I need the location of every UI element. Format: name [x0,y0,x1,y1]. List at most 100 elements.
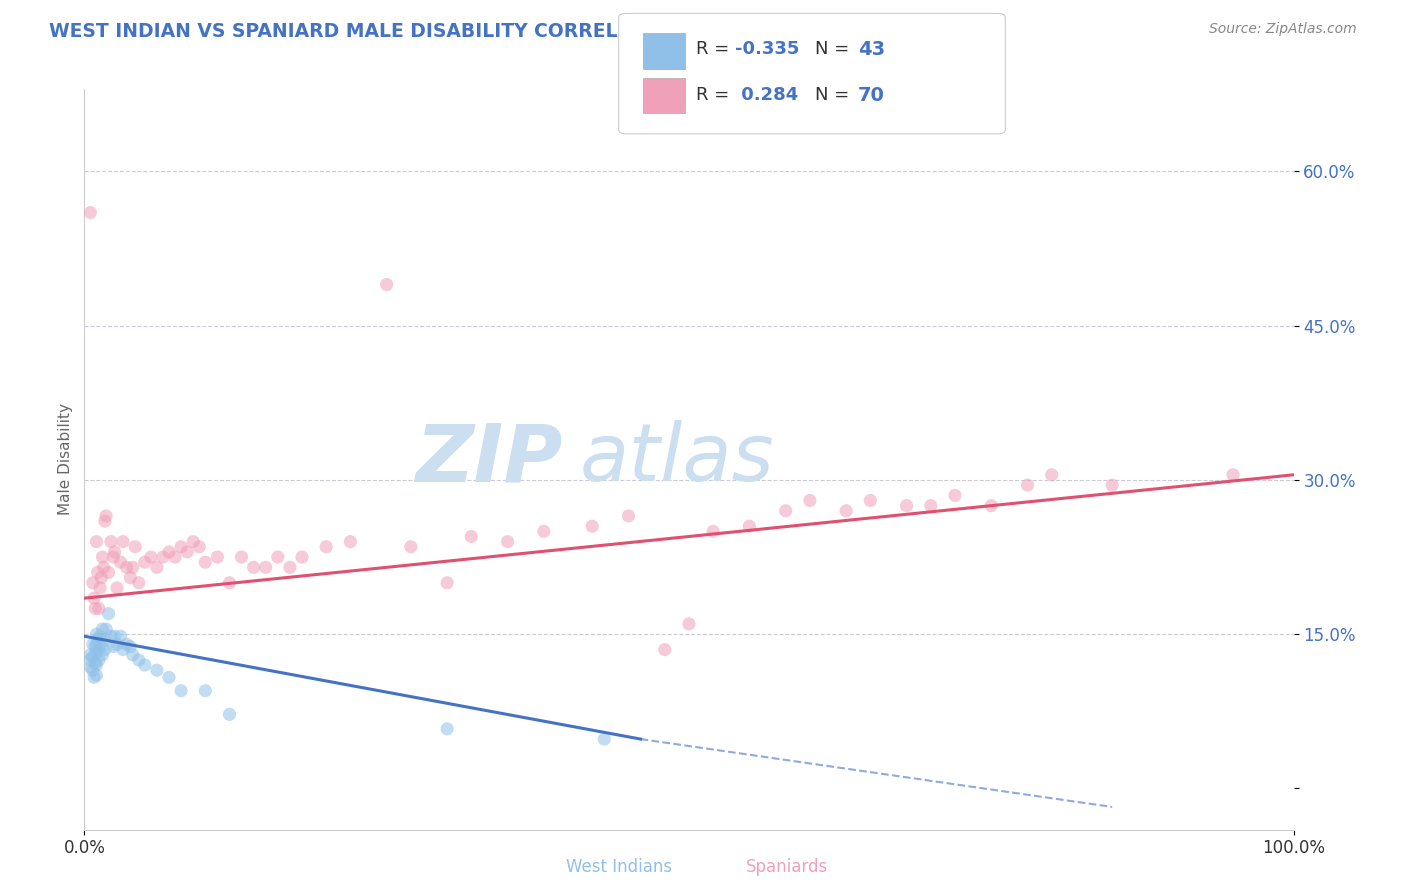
Point [188,540,211,554]
Point [105,581,128,595]
Point [86,632,108,647]
Point [112,534,135,549]
Point [120,571,142,585]
Point [896,499,918,513]
Point [84,601,107,615]
Point [278,560,301,574]
Point [943,488,966,502]
Point [91,622,114,636]
Point [79,205,101,219]
Point [254,560,277,574]
Point [104,545,127,559]
Point [157,545,180,559]
Text: atlas: atlas [581,420,775,499]
Point [678,616,700,631]
Point [157,670,180,684]
Point [94,642,117,657]
Point [980,499,1002,513]
Point [134,555,156,569]
Point [79,660,101,674]
Point [375,277,398,292]
Point [94,622,117,636]
Point [86,668,108,682]
Point [654,642,676,657]
Text: N =: N = [815,40,855,58]
Point [87,642,110,657]
Point [100,629,122,643]
Point [94,508,117,523]
Point [110,555,132,569]
Text: 70: 70 [858,86,884,105]
Text: R =: R = [696,40,735,58]
Point [86,534,108,549]
Point [170,683,193,698]
Text: West Indians: West Indians [565,858,672,876]
Point [799,493,821,508]
Point [124,540,146,554]
Point [82,637,104,651]
Point [1101,478,1123,492]
Point [104,629,127,643]
Point [207,550,229,565]
Point [86,627,108,641]
Point [86,566,108,580]
Point [121,560,143,574]
Point [738,519,761,533]
Point [315,540,337,554]
Point [920,499,942,513]
Point [460,529,482,543]
Point [115,637,138,651]
Point [87,653,110,667]
Point [93,560,115,574]
Point [84,656,107,670]
Point [93,632,115,647]
Point [112,642,135,657]
Point [83,670,105,684]
Point [194,555,217,569]
Point [146,560,169,574]
Point [218,707,240,722]
Point [97,607,120,621]
Point [83,591,105,606]
Point [121,648,143,662]
Point [581,519,603,533]
Y-axis label: Male Disability: Male Disability [58,403,73,516]
Point [436,575,458,590]
Point [702,524,724,539]
Text: R =: R = [696,87,735,104]
Point [90,640,112,654]
Point [1040,467,1063,482]
Text: Spaniards: Spaniards [747,858,828,876]
Point [79,653,101,667]
Point [165,550,187,565]
Point [152,550,174,565]
Text: Source: ZipAtlas.com: Source: ZipAtlas.com [1209,22,1357,37]
Point [87,601,110,615]
Point [775,504,797,518]
Point [89,629,111,643]
Point [146,663,169,677]
Point [79,648,101,662]
Point [170,540,193,554]
Point [139,550,162,565]
Point [84,640,107,654]
Point [103,640,125,654]
Point [91,550,114,565]
Point [339,534,361,549]
Point [91,648,114,662]
Point [231,550,253,565]
Point [1017,478,1039,492]
Point [1222,467,1244,482]
Point [105,637,128,651]
Point [82,663,104,677]
Point [533,524,555,539]
Point [94,514,117,528]
Point [496,534,519,549]
Point [82,649,104,664]
Point [399,540,422,554]
Text: WEST INDIAN VS SPANIARD MALE DISABILITY CORRELATION CHART: WEST INDIAN VS SPANIARD MALE DISABILITY … [49,22,759,41]
Point [242,560,264,574]
Point [835,504,858,518]
Point [110,629,132,643]
Point [115,560,138,574]
